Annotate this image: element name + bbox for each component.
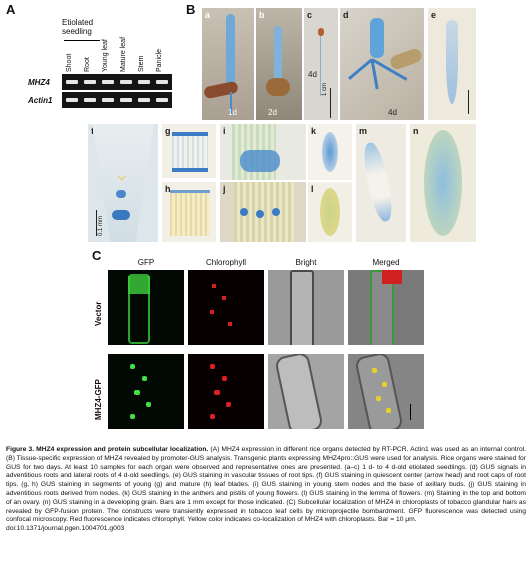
image-vector-gfp — [108, 270, 184, 345]
photo-c: c 4d 1 cm — [304, 8, 338, 120]
col-title-bright: Bright — [295, 258, 317, 267]
image-vector-bright — [268, 270, 344, 345]
row-label-mhz4-gfp: MHZ4-GFP — [94, 379, 103, 420]
etiolated-seedling-header: Etiolated seedling — [62, 18, 94, 36]
photo-g: g — [162, 124, 216, 178]
row-label-mhz4: MHZ4 — [28, 78, 50, 87]
col-header-mature-leaf: Mature leaf — [120, 36, 127, 72]
col-header-panicle: Panicle — [156, 49, 163, 72]
col-header-stem: Stem — [138, 55, 145, 72]
photo-a: a 1d — [202, 8, 254, 120]
gel-actin1 — [62, 92, 172, 108]
col-header-root: Root — [84, 57, 91, 72]
caption-title: Figure 3. MHZ4 expression and protein su… — [6, 446, 209, 453]
photo-j: j — [220, 182, 306, 242]
photo-i: i — [220, 124, 306, 180]
caption-doi: doi:10.1371/journal.pgen.1004701.g003 — [6, 525, 125, 533]
col-title-gfp: GFP — [137, 258, 155, 267]
photo-h: h — [162, 182, 216, 242]
gel-mhz4 — [62, 74, 172, 90]
image-vector-merged — [348, 270, 424, 345]
row-label-actin1: Actin1 — [28, 96, 53, 105]
photo-f: f ⌵ 0.1 mm — [88, 124, 158, 242]
photo-m: m — [356, 124, 406, 242]
image-mhz4-bright — [268, 354, 344, 429]
caption-body: (A) MHZ4 expression in different rice or… — [6, 446, 527, 524]
col-title-merged: Merged — [372, 258, 400, 267]
photo-d: d 4d — [340, 8, 424, 120]
col-title-chlorophyll: Chlorophyll — [205, 258, 247, 267]
photo-l: l — [308, 182, 352, 242]
arrowhead-icon: ⌵ — [118, 172, 126, 183]
image-mhz4-merged — [348, 354, 424, 429]
photo-n: n — [410, 124, 476, 242]
figure-caption: Figure 3. MHZ4 expression and protein su… — [6, 446, 526, 534]
panel-c-label: C — [92, 248, 102, 263]
photo-e: e — [428, 8, 476, 120]
photo-k: k — [308, 124, 352, 180]
image-mhz4-gfp — [108, 354, 184, 429]
header-underline — [64, 40, 100, 41]
photo-b: b 2d — [256, 8, 302, 120]
image-mhz4-chlorophyll — [188, 354, 264, 429]
col-header-shoot: Shoot — [66, 53, 73, 72]
panel-b-label: B — [186, 2, 196, 17]
panel-a-label: A — [6, 2, 16, 17]
row-label-vector: Vector — [94, 301, 103, 326]
image-vector-chlorophyll — [188, 270, 264, 345]
col-header-young-leaf: Young leaf — [102, 39, 109, 72]
